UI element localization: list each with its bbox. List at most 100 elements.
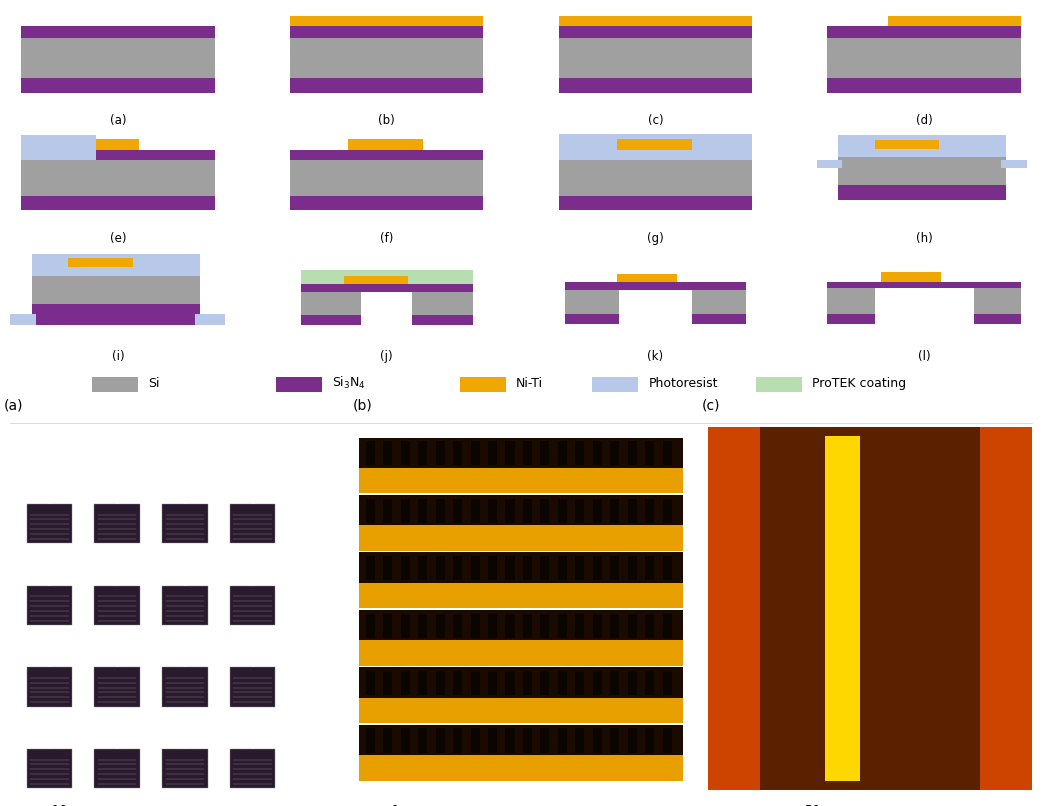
FancyBboxPatch shape [32, 268, 200, 276]
FancyBboxPatch shape [817, 160, 842, 168]
FancyBboxPatch shape [663, 441, 672, 465]
FancyBboxPatch shape [559, 15, 752, 26]
FancyBboxPatch shape [565, 314, 619, 324]
FancyBboxPatch shape [301, 285, 473, 293]
FancyBboxPatch shape [663, 499, 672, 523]
FancyBboxPatch shape [290, 150, 483, 160]
FancyBboxPatch shape [611, 556, 619, 580]
FancyBboxPatch shape [301, 315, 361, 326]
Text: (j): (j) [380, 350, 393, 363]
FancyBboxPatch shape [359, 526, 683, 551]
FancyBboxPatch shape [593, 441, 602, 465]
FancyBboxPatch shape [27, 749, 72, 788]
FancyBboxPatch shape [709, 427, 1032, 790]
FancyBboxPatch shape [195, 314, 225, 326]
FancyBboxPatch shape [359, 552, 683, 583]
FancyBboxPatch shape [366, 556, 375, 580]
FancyBboxPatch shape [436, 729, 445, 753]
FancyBboxPatch shape [453, 441, 463, 465]
FancyBboxPatch shape [471, 613, 479, 638]
FancyBboxPatch shape [559, 26, 752, 38]
FancyBboxPatch shape [557, 671, 567, 696]
FancyBboxPatch shape [575, 613, 585, 638]
FancyBboxPatch shape [453, 499, 463, 523]
Text: 10 mm: 10 mm [52, 804, 94, 806]
FancyBboxPatch shape [453, 729, 463, 753]
FancyBboxPatch shape [692, 290, 746, 314]
FancyBboxPatch shape [418, 499, 427, 523]
FancyBboxPatch shape [436, 613, 445, 638]
FancyBboxPatch shape [359, 438, 683, 467]
FancyBboxPatch shape [888, 15, 1021, 26]
FancyBboxPatch shape [359, 610, 683, 640]
FancyBboxPatch shape [593, 613, 602, 638]
Text: Si: Si [148, 376, 159, 389]
Text: Ni-Ti: Ni-Ti [516, 376, 543, 389]
Text: (h): (h) [916, 232, 933, 245]
FancyBboxPatch shape [593, 499, 602, 523]
FancyBboxPatch shape [163, 667, 207, 707]
FancyBboxPatch shape [32, 304, 200, 314]
FancyBboxPatch shape [627, 556, 637, 580]
FancyBboxPatch shape [593, 671, 602, 696]
FancyBboxPatch shape [557, 729, 567, 753]
FancyBboxPatch shape [348, 139, 423, 150]
Text: 1 mm: 1 mm [392, 804, 426, 806]
FancyBboxPatch shape [663, 613, 672, 638]
FancyBboxPatch shape [21, 150, 215, 160]
Text: Si$_3$N$_4$: Si$_3$N$_4$ [332, 375, 366, 391]
FancyBboxPatch shape [27, 667, 72, 707]
FancyBboxPatch shape [366, 499, 375, 523]
FancyBboxPatch shape [559, 78, 752, 93]
FancyBboxPatch shape [827, 78, 1021, 93]
FancyBboxPatch shape [827, 289, 874, 314]
FancyBboxPatch shape [488, 499, 497, 523]
FancyBboxPatch shape [575, 729, 585, 753]
Text: (b): (b) [353, 398, 373, 413]
FancyBboxPatch shape [645, 441, 654, 465]
Text: (l): (l) [918, 350, 931, 363]
FancyBboxPatch shape [359, 495, 683, 526]
FancyBboxPatch shape [645, 729, 654, 753]
FancyBboxPatch shape [575, 671, 585, 696]
FancyBboxPatch shape [505, 499, 515, 523]
FancyBboxPatch shape [383, 613, 393, 638]
FancyBboxPatch shape [505, 729, 515, 753]
FancyBboxPatch shape [523, 613, 532, 638]
Text: Photoresist: Photoresist [648, 376, 718, 389]
FancyBboxPatch shape [627, 441, 637, 465]
FancyBboxPatch shape [557, 441, 567, 465]
FancyBboxPatch shape [163, 504, 207, 543]
FancyBboxPatch shape [32, 276, 200, 304]
Text: 50 μm: 50 μm [805, 804, 843, 806]
FancyBboxPatch shape [21, 26, 215, 38]
FancyBboxPatch shape [488, 671, 497, 696]
FancyBboxPatch shape [557, 613, 567, 638]
FancyBboxPatch shape [565, 282, 746, 290]
FancyBboxPatch shape [418, 556, 427, 580]
FancyBboxPatch shape [344, 276, 408, 285]
FancyBboxPatch shape [541, 556, 549, 580]
FancyBboxPatch shape [523, 671, 532, 696]
FancyBboxPatch shape [453, 613, 463, 638]
FancyBboxPatch shape [663, 556, 672, 580]
FancyBboxPatch shape [838, 185, 1006, 200]
FancyBboxPatch shape [359, 467, 683, 493]
FancyBboxPatch shape [453, 671, 463, 696]
FancyBboxPatch shape [825, 436, 861, 781]
FancyBboxPatch shape [32, 254, 200, 276]
FancyBboxPatch shape [230, 667, 275, 707]
FancyBboxPatch shape [755, 376, 802, 393]
FancyBboxPatch shape [663, 671, 672, 696]
FancyBboxPatch shape [505, 556, 515, 580]
FancyBboxPatch shape [401, 613, 410, 638]
FancyBboxPatch shape [565, 282, 746, 290]
FancyBboxPatch shape [611, 499, 619, 523]
FancyBboxPatch shape [645, 613, 654, 638]
FancyBboxPatch shape [436, 499, 445, 523]
FancyBboxPatch shape [290, 78, 483, 93]
FancyBboxPatch shape [436, 671, 445, 696]
FancyBboxPatch shape [359, 583, 683, 609]
FancyBboxPatch shape [541, 729, 549, 753]
FancyBboxPatch shape [359, 640, 683, 666]
